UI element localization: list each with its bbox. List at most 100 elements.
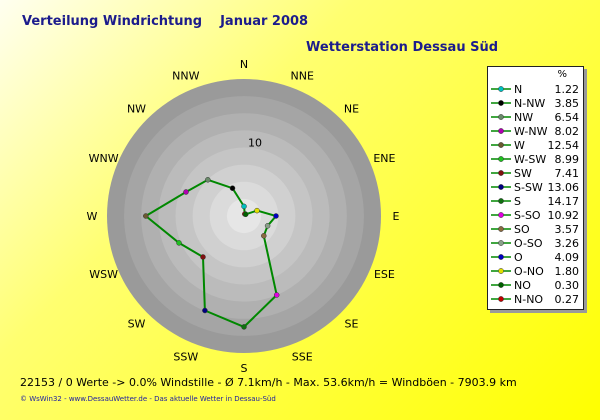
data-point-o-no [254, 207, 260, 214]
legend-item-n-nw: N-NW 3.85 [490, 97, 579, 110]
legend-item-s-sw: S-SW 13.06 [490, 181, 579, 194]
data-point-sw [200, 254, 206, 260]
legend-marker [491, 226, 511, 232]
data-point-no [242, 211, 249, 218]
credit-line: © WsWin32 - www.DessauWetter.de - Das ak… [20, 395, 276, 403]
legend-marker [491, 240, 511, 246]
stats-footer: 22153 / 0 Werte -> 0.0% Windstille - Ø 7… [20, 376, 517, 389]
legend-label: W-SW [514, 153, 547, 166]
legend-value: 1.22 [554, 83, 580, 96]
data-point-n [241, 203, 247, 210]
compass-label-n: N [240, 58, 248, 71]
legend-label: S [514, 195, 521, 208]
ring-label-10: 10 [248, 137, 262, 150]
compass-label-wsw: WSW [89, 268, 118, 281]
compass-label-nw: NW [127, 103, 146, 116]
compass-label-nne: NNE [290, 70, 313, 83]
legend-item-n-no: N-NO 0.27 [490, 293, 579, 306]
data-point-nw [205, 177, 211, 183]
legend-value: 3.85 [554, 97, 580, 110]
legend-marker [491, 268, 511, 274]
compass-label-w: W [87, 210, 98, 223]
legend-label: N-NW [514, 97, 546, 110]
legend-label: S-SW [514, 181, 543, 194]
legend-value: 3.26 [554, 237, 580, 250]
compass-label-se: SE [345, 318, 359, 331]
legend-marker [491, 100, 511, 106]
chart-title: Verteilung Windrichtung Januar 2008 [22, 14, 308, 29]
legend-marker [491, 212, 511, 218]
legend-item-o-no: O-NO 1.80 [490, 265, 579, 278]
legend-value: 0.27 [554, 293, 580, 306]
legend-item-w: W 12.54 [490, 139, 579, 152]
data-point-n-nw [229, 185, 236, 191]
legend-label: NW [514, 111, 534, 124]
legend-item-no: NO 0.30 [490, 279, 579, 292]
legend-label: N [514, 83, 523, 96]
data-point-w-sw [176, 240, 182, 246]
compass-label-ene: ENE [373, 152, 395, 165]
legend-item-nw: NW 6.54 [490, 111, 579, 124]
legend-value: 3.57 [554, 223, 580, 236]
legend-value: 8.02 [554, 125, 580, 138]
legend-label: W-NW [514, 125, 548, 138]
data-point-w [143, 213, 149, 219]
legend-item-o: O 4.09 [490, 251, 579, 264]
compass-label-wnw: WNW [89, 152, 119, 165]
legend-item-s-so: S-SO 10.92 [490, 209, 579, 222]
compass-label-ese: ESE [374, 268, 395, 281]
station-name: Wetterstation Dessau Süd [306, 40, 499, 55]
legend-marker [491, 184, 511, 190]
compass-label-s: S [241, 362, 248, 375]
data-point-w-nw [183, 189, 189, 195]
data-point-so [261, 233, 267, 239]
compass-label-sw: SW [128, 318, 146, 331]
legend-label: SO [514, 223, 530, 236]
legend-item-w-sw: W-SW 8.99 [490, 153, 579, 166]
legend-marker [491, 254, 511, 260]
legend-marker [491, 282, 511, 288]
legend-marker [491, 86, 511, 92]
data-point-o [273, 213, 279, 219]
legend-value: 7.41 [554, 167, 580, 180]
legend-label: S-SO [514, 209, 541, 222]
compass-label-e: E [393, 210, 400, 223]
legend-value: 8.99 [554, 153, 580, 166]
legend-value: 6.54 [554, 111, 580, 124]
legend-marker [491, 114, 511, 120]
legend-marker [491, 296, 511, 302]
legend-label: O-SO [514, 237, 543, 250]
legend-item-n: N 1.22 [490, 83, 579, 96]
legend-label: NO [514, 279, 531, 292]
legend-item-w-nw: W-NW 8.02 [490, 125, 579, 138]
compass-label-nnw: NNW [172, 70, 199, 83]
legend-label: O [514, 251, 523, 264]
legend-label: SW [514, 167, 532, 180]
legend-item-so: SO 3.57 [490, 223, 579, 236]
legend-header: % [557, 69, 567, 80]
legend-label: W [514, 139, 525, 152]
data-point-o-so [264, 223, 271, 229]
legend-label: O-NO [514, 265, 544, 278]
title-text: Verteilung Windrichtung [22, 14, 203, 29]
legend-value: 0.30 [554, 279, 580, 292]
legend-item-s: S 14.17 [490, 195, 579, 208]
compass-label-ne: NE [344, 103, 359, 116]
legend-item-o-so: O-SO 3.26 [490, 237, 579, 250]
legend-value: 10.92 [547, 209, 580, 222]
data-point-s [241, 324, 247, 330]
legend-marker [491, 128, 511, 134]
legend-value: 4.09 [554, 251, 580, 264]
legend-marker [491, 170, 511, 176]
legend-value: 1.80 [554, 265, 580, 278]
legend-value: 13.06 [547, 181, 580, 194]
data-point-s-so [273, 292, 280, 298]
legend-marker [491, 142, 511, 148]
legend-item-sw: SW 7.41 [490, 167, 579, 180]
legend: % N 1.22 N-NW 3.85 NW 6.54 W-NW 8.02 W 12.54 W-SW 8… [487, 66, 584, 310]
compass-label-ssw: SSW [173, 350, 198, 363]
legend-label: N-NO [514, 293, 544, 306]
legend-value: 12.54 [547, 139, 580, 152]
